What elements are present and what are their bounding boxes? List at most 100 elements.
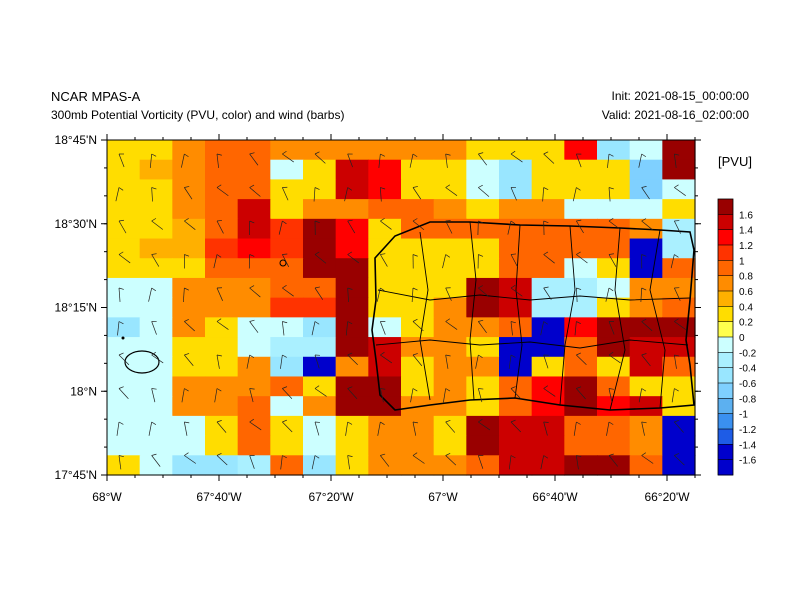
heatmap-cell (531, 337, 565, 358)
wind-barb (314, 421, 320, 436)
wind-barb-flag (184, 318, 189, 322)
heatmap-cell (172, 140, 206, 161)
wind-barb-flag (184, 287, 190, 291)
wind-barb-flag (608, 287, 614, 292)
heatmap-cell (433, 356, 467, 378)
heatmap-cell (270, 396, 304, 417)
wind-barb (510, 287, 523, 297)
heatmap-cell (205, 297, 239, 318)
wind-barb (411, 287, 414, 302)
wind-barb (278, 220, 283, 235)
heatmap-cell (270, 277, 304, 299)
colorbar-tick-label: -0.2 (739, 348, 757, 359)
wind-barb-flag (314, 455, 320, 459)
heatmap-cell (466, 356, 500, 378)
municipal-border (609, 227, 626, 411)
wind-barb-flag (118, 219, 124, 222)
heatmap-cell (172, 277, 206, 299)
heatmap-cell (237, 396, 271, 417)
wind-barb (347, 153, 353, 168)
wind-barb (118, 388, 129, 400)
wind-barb-flag (412, 287, 418, 291)
heatmap-cell (629, 356, 663, 378)
wind-barb-flag (151, 253, 157, 255)
wind-barb (641, 421, 645, 436)
wind-barb (543, 388, 556, 397)
wind-barb (443, 388, 447, 403)
wind-barb-flag (118, 386, 124, 389)
heatmap-cell (401, 455, 435, 476)
chart-description: 300mb Potential Vorticity (PVU, color) a… (51, 108, 345, 122)
wind-barb-flag (282, 321, 288, 324)
wind-barb-flag (641, 421, 647, 424)
heatmap-cell (597, 455, 631, 476)
heatmap-cell (662, 258, 696, 279)
heatmap-cell (401, 317, 435, 338)
heatmap-cell (597, 317, 631, 338)
colorbar-tick-label: -0.6 (739, 379, 757, 390)
heatmap-cell (172, 455, 206, 476)
heatmap-cell (564, 297, 598, 318)
heatmap-cell (303, 277, 337, 299)
wind-barb-flag (543, 321, 549, 325)
wind-barb (543, 287, 552, 300)
wind-barb-flag (412, 318, 418, 322)
heatmap-cell (629, 415, 663, 437)
colorbar-swatch (718, 352, 733, 369)
heatmap-cell (368, 179, 402, 200)
municipal-border (419, 231, 431, 401)
wind-barb-flag (641, 287, 647, 291)
heatmap-cell (335, 317, 369, 338)
heatmap-cell (629, 455, 663, 476)
wind-barb (478, 287, 490, 298)
colorbar-swatch (718, 429, 733, 445)
heatmap-cell (107, 199, 141, 220)
heatmap-cell (597, 159, 631, 181)
wind-barb-flag (347, 287, 353, 290)
wind-barb-flag (118, 352, 124, 356)
wind-barb-flag (380, 153, 385, 157)
heatmap-cell (303, 337, 337, 358)
heatmap-cell (433, 238, 467, 259)
heatmap-cell (270, 238, 304, 259)
heatmap-cell (270, 218, 304, 240)
heatmap-cell (368, 317, 402, 338)
wind-barb-flag (478, 354, 483, 358)
heatmap-cell (401, 277, 435, 299)
wind-barb (282, 153, 294, 163)
wind-barb-flag (249, 388, 255, 390)
wind-barb (249, 287, 261, 298)
heatmap-cell (531, 159, 565, 181)
wind-barb (151, 220, 164, 230)
wind-barb (638, 388, 643, 403)
heatmap-cell (401, 297, 435, 318)
wind-barb-flag (282, 455, 287, 459)
heatmap-cell (303, 376, 337, 397)
wind-barb (181, 388, 185, 403)
wind-barb (216, 153, 219, 168)
heatmap-cell (564, 356, 598, 378)
wind-barb (674, 321, 686, 330)
heatmap-cell (629, 238, 663, 259)
heatmap-cell (139, 238, 173, 259)
wind-barb (510, 187, 517, 201)
heatmap-cell (531, 396, 565, 417)
wind-barb-flag (576, 187, 581, 191)
wind-barb (249, 187, 261, 197)
wind-barb-flag (380, 287, 385, 292)
municipal-border (377, 289, 691, 301)
heatmap-cell (139, 258, 173, 279)
wind-barb-flag (184, 186, 190, 188)
heatmap-cell (335, 297, 369, 318)
municipal-border (375, 339, 689, 349)
wind-barb-flag (478, 388, 484, 390)
heatmap-cell (303, 455, 337, 476)
heatmap-cell (335, 140, 369, 161)
wind-barb (412, 354, 423, 367)
wind-barb-flag (543, 455, 549, 459)
heatmap-cell (205, 435, 239, 456)
wind-barb-flag (674, 184, 679, 188)
heatmap-cell (139, 179, 173, 200)
wind-barb (184, 187, 193, 200)
heatmap-cell (433, 179, 467, 200)
